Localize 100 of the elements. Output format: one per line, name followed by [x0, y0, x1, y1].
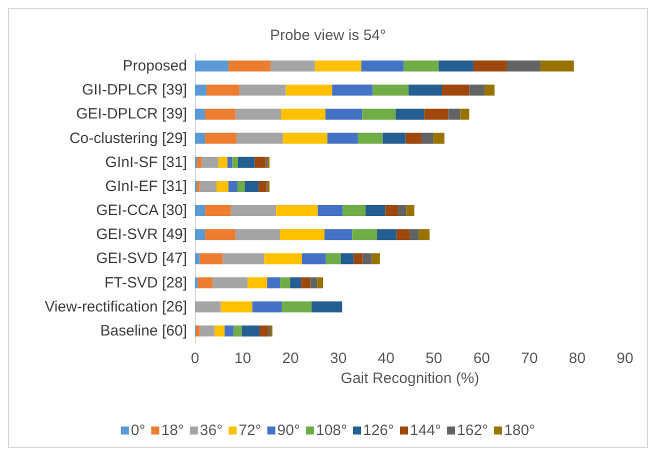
bar	[354, 253, 363, 264]
bar	[218, 156, 228, 168]
x-tick-label: 80	[568, 350, 586, 367]
bar	[474, 60, 507, 72]
legend-label: 90°	[277, 422, 300, 439]
bar	[239, 84, 286, 96]
y-tick-label: GEI-CCA [30]	[96, 202, 187, 220]
bar	[267, 277, 280, 288]
bar	[234, 325, 242, 336]
bar	[282, 132, 328, 144]
bar	[361, 60, 404, 72]
bar	[460, 108, 470, 120]
bar	[382, 132, 406, 144]
y-tick-label: Co-clustering [29]	[69, 130, 187, 147]
bar	[410, 229, 419, 240]
x-tick-label: 70	[521, 350, 538, 367]
bar	[406, 132, 422, 144]
bar	[342, 205, 366, 216]
bar	[377, 229, 397, 240]
bar	[195, 60, 228, 72]
bar	[366, 205, 386, 216]
bar	[254, 156, 266, 168]
legend-label: 144°	[410, 422, 442, 439]
bar	[398, 205, 406, 216]
bar	[195, 253, 200, 264]
x-tick-label: 0	[190, 350, 200, 367]
bar	[286, 84, 332, 96]
bar	[260, 325, 269, 336]
bar	[196, 156, 202, 168]
bar	[385, 205, 398, 216]
bar	[424, 108, 448, 120]
bar	[324, 229, 352, 240]
bar	[252, 301, 282, 312]
bar	[326, 253, 341, 264]
legend-label: 18°	[161, 422, 184, 439]
bar	[314, 60, 362, 72]
bar	[195, 205, 206, 216]
y-tick-label: FT-SVD [28]	[104, 274, 187, 292]
bar	[196, 180, 200, 192]
bar	[540, 60, 574, 72]
bar	[506, 60, 540, 72]
bar	[258, 180, 267, 192]
legend-label: 180°	[504, 422, 536, 439]
bar	[421, 132, 434, 144]
bar	[276, 205, 318, 216]
x-tick-label: 20	[282, 350, 299, 367]
bar	[396, 108, 424, 120]
bar	[230, 205, 276, 216]
bar	[372, 253, 380, 264]
bar	[433, 132, 444, 144]
bar	[242, 325, 260, 336]
bar	[195, 301, 221, 312]
bar	[340, 253, 354, 264]
bar	[404, 60, 439, 72]
legend-label: 36°	[200, 422, 223, 439]
bar	[372, 84, 409, 96]
bar	[418, 229, 430, 240]
bar	[301, 277, 310, 288]
bar	[244, 180, 259, 192]
bar	[325, 108, 362, 120]
bar	[202, 156, 218, 168]
bar	[332, 84, 373, 96]
y-tick-label: View-rectification [26]	[44, 298, 187, 316]
bar	[205, 229, 236, 240]
bar	[238, 180, 245, 192]
bar	[484, 84, 495, 96]
bar	[200, 180, 216, 192]
legend-label: 0°	[130, 422, 146, 439]
bar	[290, 277, 302, 288]
bar	[228, 60, 270, 72]
legend-label: 108°	[316, 422, 348, 439]
bar	[216, 180, 228, 192]
bar	[206, 84, 240, 96]
x-axis-title: Gait Recognition (%)	[340, 370, 480, 387]
bar	[195, 229, 206, 240]
bar	[280, 277, 290, 288]
y-tick-label: GEI-DPLCR [39]	[76, 106, 187, 123]
bar	[264, 253, 302, 264]
y-tick-label: GInI-EF [31]	[105, 178, 187, 195]
bar	[310, 277, 318, 288]
bar	[200, 325, 215, 336]
bar	[220, 301, 252, 312]
legend-label: 126°	[363, 422, 394, 439]
x-tick-label: 50	[426, 350, 442, 367]
bar	[362, 253, 372, 264]
bar	[318, 205, 343, 216]
y-tick-label: GEI-SVR [49]	[96, 226, 187, 244]
bar	[448, 108, 460, 120]
bar	[352, 229, 378, 240]
bar	[236, 132, 283, 144]
y-tick-label: GInI-SF [31]	[105, 154, 187, 171]
bar	[396, 229, 410, 240]
bar	[227, 156, 232, 168]
bar	[238, 156, 255, 168]
bar	[281, 108, 326, 120]
bar	[222, 253, 264, 264]
bar	[195, 132, 206, 144]
x-tick-label: 90	[616, 350, 634, 367]
bar	[358, 132, 383, 144]
bar	[232, 156, 238, 168]
